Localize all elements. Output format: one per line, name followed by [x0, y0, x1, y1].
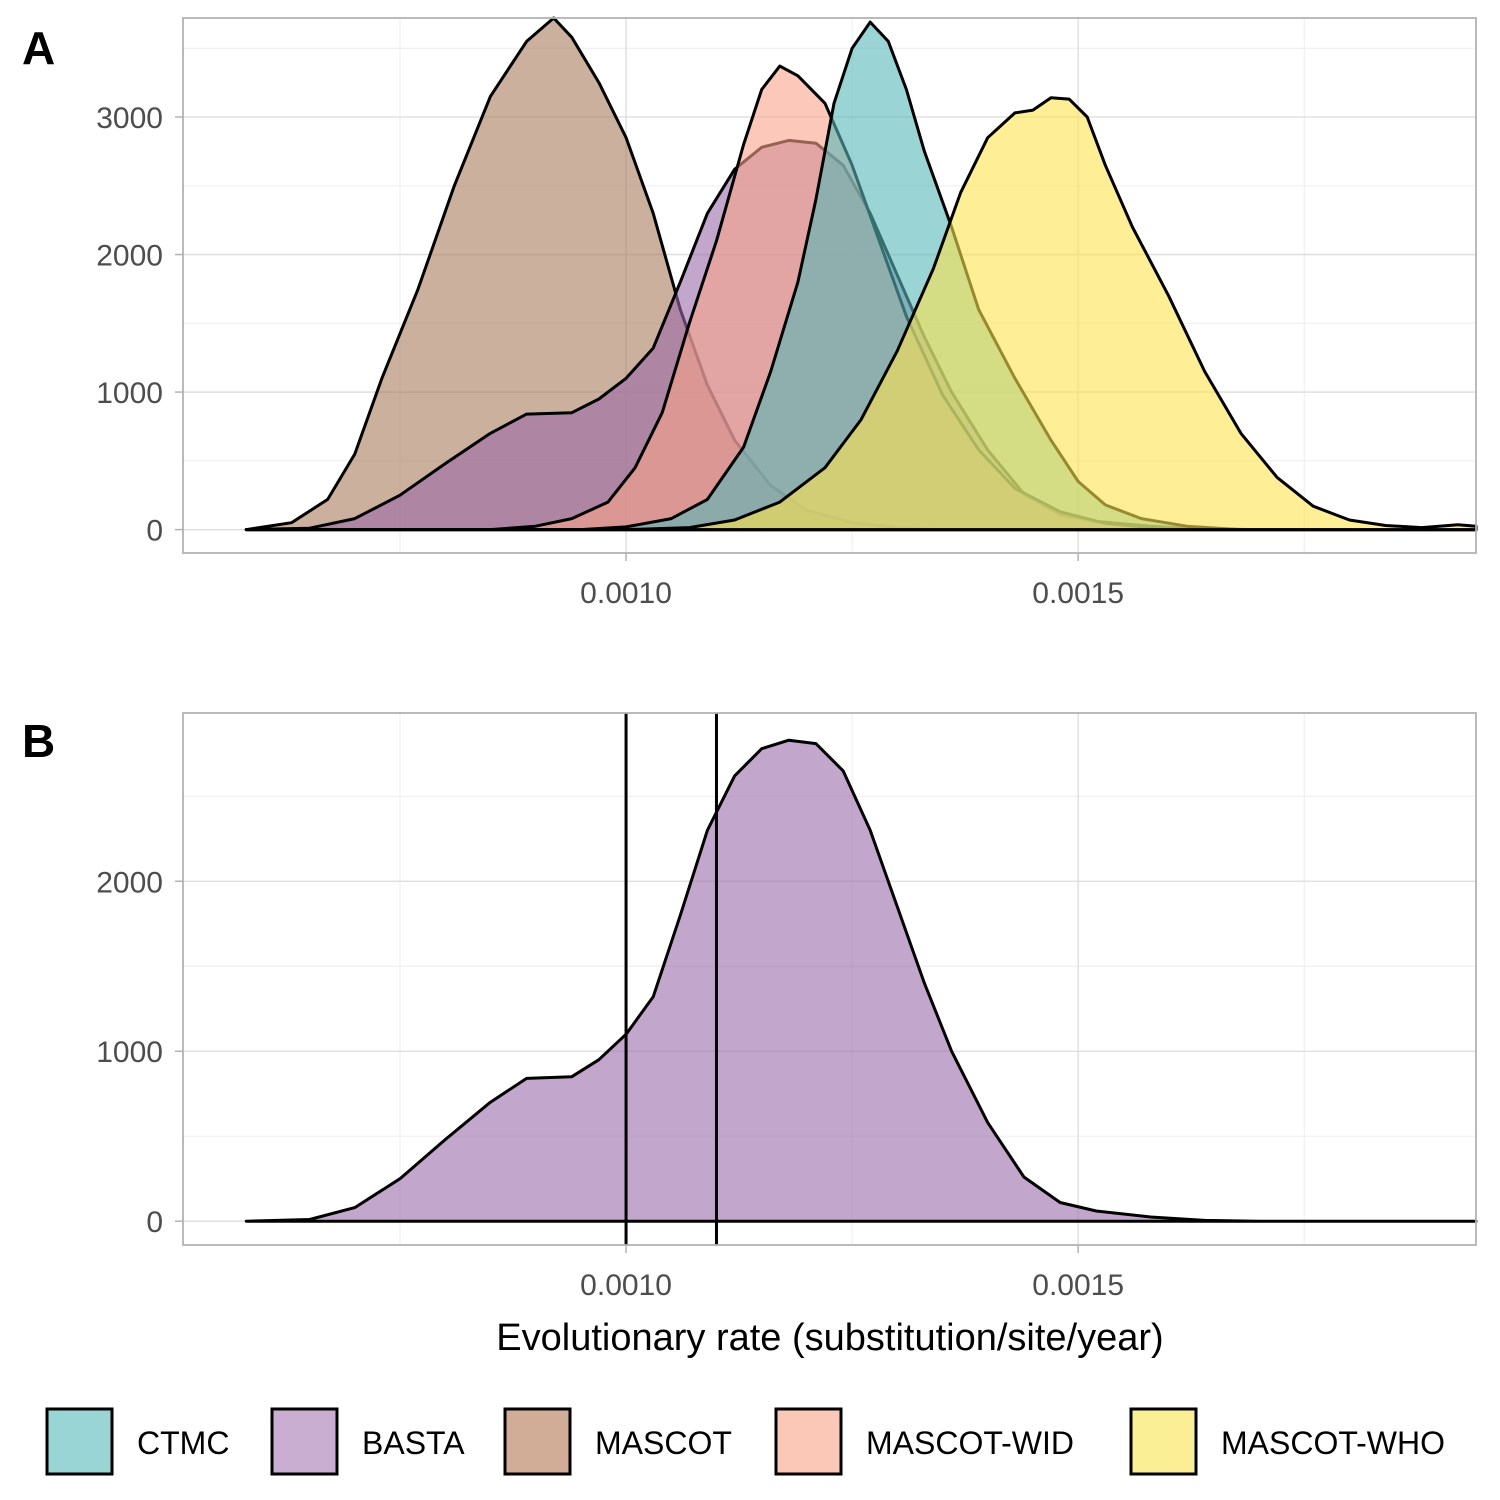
legend-label-basta: BASTA [362, 1425, 465, 1461]
panel-b: 0.0010 0.0015 0 1000 2000 B [22, 712, 1478, 1302]
panel-b-axes: 0.0010 0.0015 0 1000 2000 [96, 866, 1124, 1302]
x-axis-title: Evolutionary rate (substitution/site/yea… [496, 1317, 1163, 1359]
y-tick-label: 3000 [96, 102, 163, 135]
panel-a: 0.0010 0.0015 0 1000 2000 3000 A [22, 16, 1478, 610]
y-tick-label: 0 [146, 1206, 163, 1239]
legend-label-mascot-wid: MASCOT-WID [866, 1425, 1074, 1461]
panel-a-border [182, 17, 1477, 554]
panel-b-border [182, 712, 1477, 1246]
y-tick-label: 2000 [96, 866, 163, 899]
y-tick-label: 2000 [96, 240, 163, 273]
legend-key-basta [270, 1407, 339, 1476]
x-tick-label: 0.0010 [580, 1269, 672, 1302]
panel-b-reference-lines [624, 713, 718, 1245]
panel-a-label: A [22, 22, 55, 74]
y-tick-label: 1000 [96, 1036, 163, 1069]
y-tick-label: 1000 [96, 377, 163, 410]
legend-key-mascot [503, 1407, 572, 1476]
legend-label-mascot: MASCOT [595, 1425, 732, 1461]
panel-a-density-areas [244, 16, 1478, 532]
y-tick-label: 0 [146, 515, 163, 548]
legend-key-mascot-wid [774, 1407, 843, 1476]
x-tick-label: 0.0015 [1032, 1269, 1124, 1302]
legend: CTMC BASTA MASCOT MASCOT-WID MASCOT-WHO [45, 1407, 1445, 1476]
density-area-basta [244, 738, 1478, 1223]
panel-b-density-areas [244, 738, 1478, 1223]
legend-label-mascot-who: MASCOT-WHO [1221, 1425, 1445, 1461]
x-tick-label: 0.0015 [1032, 577, 1124, 610]
legend-key-ctmc [45, 1407, 114, 1476]
x-tick-label: 0.0010 [580, 577, 672, 610]
legend-key-mascot-who [1129, 1407, 1198, 1476]
legend-label-ctmc: CTMC [137, 1425, 229, 1461]
density-area-mascot-who [244, 96, 1478, 532]
panel-a-axes: 0.0010 0.0015 0 1000 2000 3000 [96, 102, 1124, 610]
panel-b-label: B [22, 715, 55, 767]
